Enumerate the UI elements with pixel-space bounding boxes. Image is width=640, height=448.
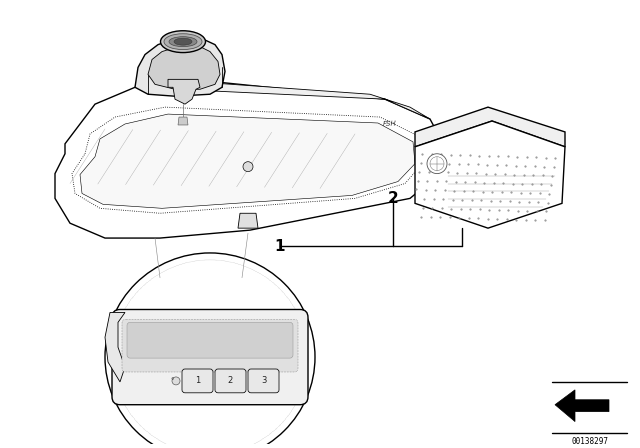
Polygon shape bbox=[72, 107, 425, 213]
Text: FSH: FSH bbox=[383, 121, 397, 127]
Bar bbox=[552, 382, 627, 434]
Ellipse shape bbox=[174, 38, 192, 45]
Polygon shape bbox=[555, 390, 609, 422]
Circle shape bbox=[243, 162, 253, 172]
Polygon shape bbox=[178, 117, 188, 125]
Polygon shape bbox=[148, 47, 220, 89]
FancyBboxPatch shape bbox=[112, 310, 308, 405]
FancyBboxPatch shape bbox=[215, 369, 246, 393]
FancyBboxPatch shape bbox=[182, 369, 213, 393]
Polygon shape bbox=[55, 82, 445, 238]
Circle shape bbox=[430, 157, 444, 171]
Text: 2: 2 bbox=[228, 376, 233, 385]
Ellipse shape bbox=[161, 31, 205, 52]
Text: 3: 3 bbox=[261, 376, 266, 385]
Text: °: ° bbox=[170, 378, 173, 384]
Text: 2: 2 bbox=[388, 191, 398, 206]
FancyBboxPatch shape bbox=[248, 369, 279, 393]
Ellipse shape bbox=[169, 37, 197, 47]
Circle shape bbox=[427, 154, 447, 173]
Ellipse shape bbox=[164, 34, 202, 50]
FancyBboxPatch shape bbox=[122, 319, 298, 372]
Text: 1: 1 bbox=[195, 376, 200, 385]
Polygon shape bbox=[80, 114, 415, 208]
Text: 00138297: 00138297 bbox=[571, 437, 608, 447]
Text: 1: 1 bbox=[275, 238, 285, 254]
Polygon shape bbox=[415, 107, 565, 147]
Polygon shape bbox=[135, 38, 225, 96]
Circle shape bbox=[172, 377, 180, 385]
FancyBboxPatch shape bbox=[127, 323, 293, 358]
Polygon shape bbox=[415, 121, 565, 228]
Polygon shape bbox=[238, 213, 258, 228]
Polygon shape bbox=[168, 79, 200, 104]
Polygon shape bbox=[105, 312, 125, 382]
Polygon shape bbox=[135, 82, 430, 119]
Circle shape bbox=[105, 253, 315, 448]
